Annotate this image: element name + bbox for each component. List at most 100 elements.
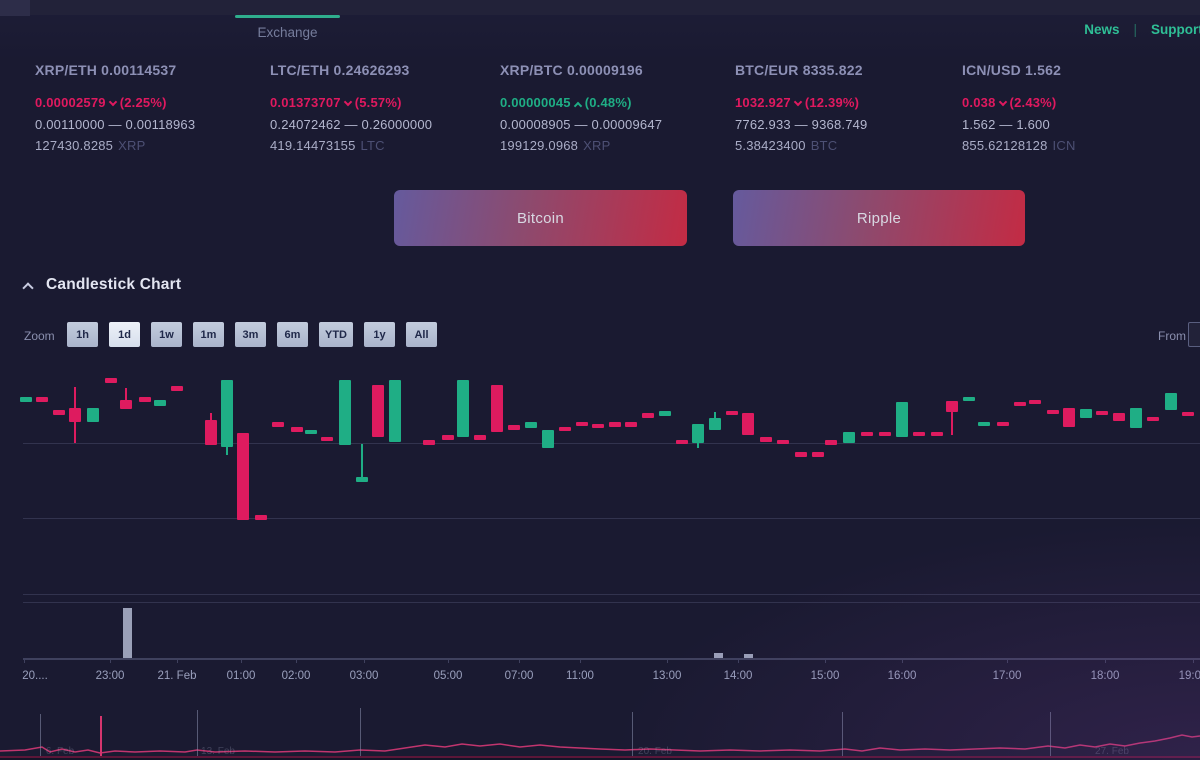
nav-divider: | xyxy=(1133,22,1137,37)
volume: 127430.8285 XRP xyxy=(35,138,146,153)
zoom-1m-button[interactable]: 1m xyxy=(193,322,224,347)
ticker-card-xrp-btc[interactable]: XRP/BTC 0.00009196 0.00000045 (0.48%) 0.0… xyxy=(500,62,730,153)
x-axis-tick xyxy=(902,658,903,663)
from-label: From xyxy=(1158,329,1186,343)
collapse-chevron-up-icon[interactable] xyxy=(22,282,34,294)
tab-exchange-label: Exchange xyxy=(257,25,318,40)
pair-title: XRP/BTC 0.00009196 xyxy=(500,62,643,78)
navigator-label: 13. Feb xyxy=(201,746,235,757)
pair-title: LTC/ETH 0.24626293 xyxy=(270,62,410,78)
x-axis-label: 18:00 xyxy=(1090,670,1120,682)
zoom-ytd-button[interactable]: YTD xyxy=(319,322,353,347)
corner-artifact xyxy=(0,0,30,16)
navigator-tick xyxy=(842,712,843,757)
zoom-1y-button[interactable]: 1y xyxy=(364,322,395,347)
volume-unit: BTC xyxy=(810,138,838,153)
x-axis-tick xyxy=(580,658,581,663)
x-axis-tick xyxy=(825,658,826,663)
price-change: 0.038 (2.43%) xyxy=(962,95,1057,110)
navigator-baseline xyxy=(0,756,1200,758)
price-range: 0.00008905 — 0.00009647 xyxy=(500,117,663,132)
pair-title: ICN/USD 1.562 xyxy=(962,62,1062,78)
x-axis-line xyxy=(23,658,1200,660)
navigator-tick xyxy=(197,710,198,757)
zoom-all-button[interactable]: All xyxy=(406,322,437,347)
x-axis-tick xyxy=(241,658,242,663)
chart-navigator[interactable]: 6. Feb 13. Feb 20. Feb 27. Feb xyxy=(0,695,1200,760)
navigator-tick xyxy=(632,712,633,757)
navigator-label: 27. Feb xyxy=(1095,746,1129,757)
zoom-1d-button[interactable]: 1d xyxy=(109,322,140,347)
chart-section-header: Candlestick Chart xyxy=(22,276,182,294)
x-axis-tick xyxy=(24,658,25,663)
x-axis-tick xyxy=(296,658,297,663)
chevron-up-icon xyxy=(573,101,582,111)
chevron-down-icon xyxy=(343,97,352,107)
navigator-label: 6. Feb xyxy=(45,746,75,757)
navigator-tick xyxy=(1050,712,1051,757)
chevron-down-icon xyxy=(998,97,1007,107)
ticker-card-ltc-eth[interactable]: LTC/ETH 0.24626293 0.01373707 (5.57%) 0.2… xyxy=(270,62,500,153)
x-axis-label: 19:00 xyxy=(1178,670,1200,682)
x-axis-tick xyxy=(667,658,668,663)
chart-plot-area[interactable] xyxy=(23,360,1200,658)
x-axis-label: 03:00 xyxy=(349,670,379,682)
x-axis-label: 20.... xyxy=(22,670,48,682)
x-axis-label: 21. Feb xyxy=(157,670,197,682)
x-axis-label: 17:00 xyxy=(992,670,1022,682)
ripple-button[interactable]: Ripple xyxy=(733,190,1025,246)
price-change: 0.00000045 (0.48%) xyxy=(500,95,632,111)
zoom-1w-button[interactable]: 1w xyxy=(151,322,182,347)
zoom-1h-button[interactable]: 1h xyxy=(67,322,98,347)
x-axis-tick xyxy=(738,658,739,663)
x-axis-label: 11:00 xyxy=(566,670,594,682)
x-axis-tick xyxy=(519,658,520,663)
zoom-label: Zoom xyxy=(24,329,55,343)
zoom-6m-button[interactable]: 6m xyxy=(277,322,308,347)
from-date-input[interactable] xyxy=(1188,322,1200,347)
volume-unit: LTC xyxy=(360,138,385,153)
volume: 419.14473155 LTC xyxy=(270,138,385,153)
ticker-card-icn-usd[interactable]: ICN/USD 1.562 0.038 (2.43%) 1.562 — 1.600… xyxy=(962,62,1192,153)
support-link[interactable]: Support xyxy=(1151,22,1200,37)
ticker-card-btc-eur[interactable]: BTC/EUR 8335.822 1032.927 (12.39%) 7762.9… xyxy=(735,62,965,153)
x-axis-tick xyxy=(364,658,365,663)
pair-title: BTC/EUR 8335.822 xyxy=(735,62,863,78)
x-axis-label: 01:00 xyxy=(226,670,256,682)
volume-unit: XRP xyxy=(583,138,611,153)
bitcoin-button[interactable]: Bitcoin xyxy=(394,190,687,246)
navigator-tick xyxy=(100,716,102,757)
x-axis-label: 07:00 xyxy=(504,670,534,682)
navigator-tick xyxy=(40,714,41,757)
volume: 5.38423400 BTC xyxy=(735,138,838,153)
navigator-tick xyxy=(360,708,361,757)
navigator-label: 20. Feb xyxy=(638,746,672,757)
x-axis-tick xyxy=(1105,658,1106,663)
volume: 855.62128128 ICN xyxy=(962,138,1076,153)
price-change: 1032.927 (12.39%) xyxy=(735,95,860,110)
ticker-strip: XRP/ETH 0.00114537 0.00002579 (2.25%) 0.0… xyxy=(0,62,1200,167)
x-axis-tick xyxy=(110,658,111,663)
news-link[interactable]: News xyxy=(1084,22,1120,37)
volume-unit: XRP xyxy=(118,138,146,153)
x-axis-label: 13:00 xyxy=(652,670,682,682)
tab-active-underline xyxy=(235,15,340,18)
chart-section-title: Candlestick Chart xyxy=(46,276,182,293)
pair-title: XRP/ETH 0.00114537 xyxy=(35,62,177,78)
ticker-card-xrp-eth[interactable]: XRP/ETH 0.00114537 0.00002579 (2.25%) 0.0… xyxy=(35,62,265,153)
price-range: 7762.933 — 9368.749 xyxy=(735,117,868,132)
x-axis-tick xyxy=(1193,658,1194,663)
zoom-3m-button[interactable]: 3m xyxy=(235,322,266,347)
x-axis-tick xyxy=(1007,658,1008,663)
x-axis-label: 14:00 xyxy=(723,670,753,682)
zoom-button-group: 1h 1d 1w 1m 3m 6m YTD 1y All xyxy=(67,322,437,347)
price-change: 0.01373707 (5.57%) xyxy=(270,95,402,110)
price-change: 0.00002579 (2.25%) xyxy=(35,95,167,110)
top-bar: Exchange News | Support xyxy=(0,0,1200,52)
x-axis-label: 02:00 xyxy=(281,670,311,682)
x-axis-label: 15:00 xyxy=(810,670,840,682)
x-axis-label: 16:00 xyxy=(887,670,917,682)
price-range: 0.24072462 — 0.26000000 xyxy=(270,117,433,132)
x-axis-label: 05:00 xyxy=(433,670,463,682)
